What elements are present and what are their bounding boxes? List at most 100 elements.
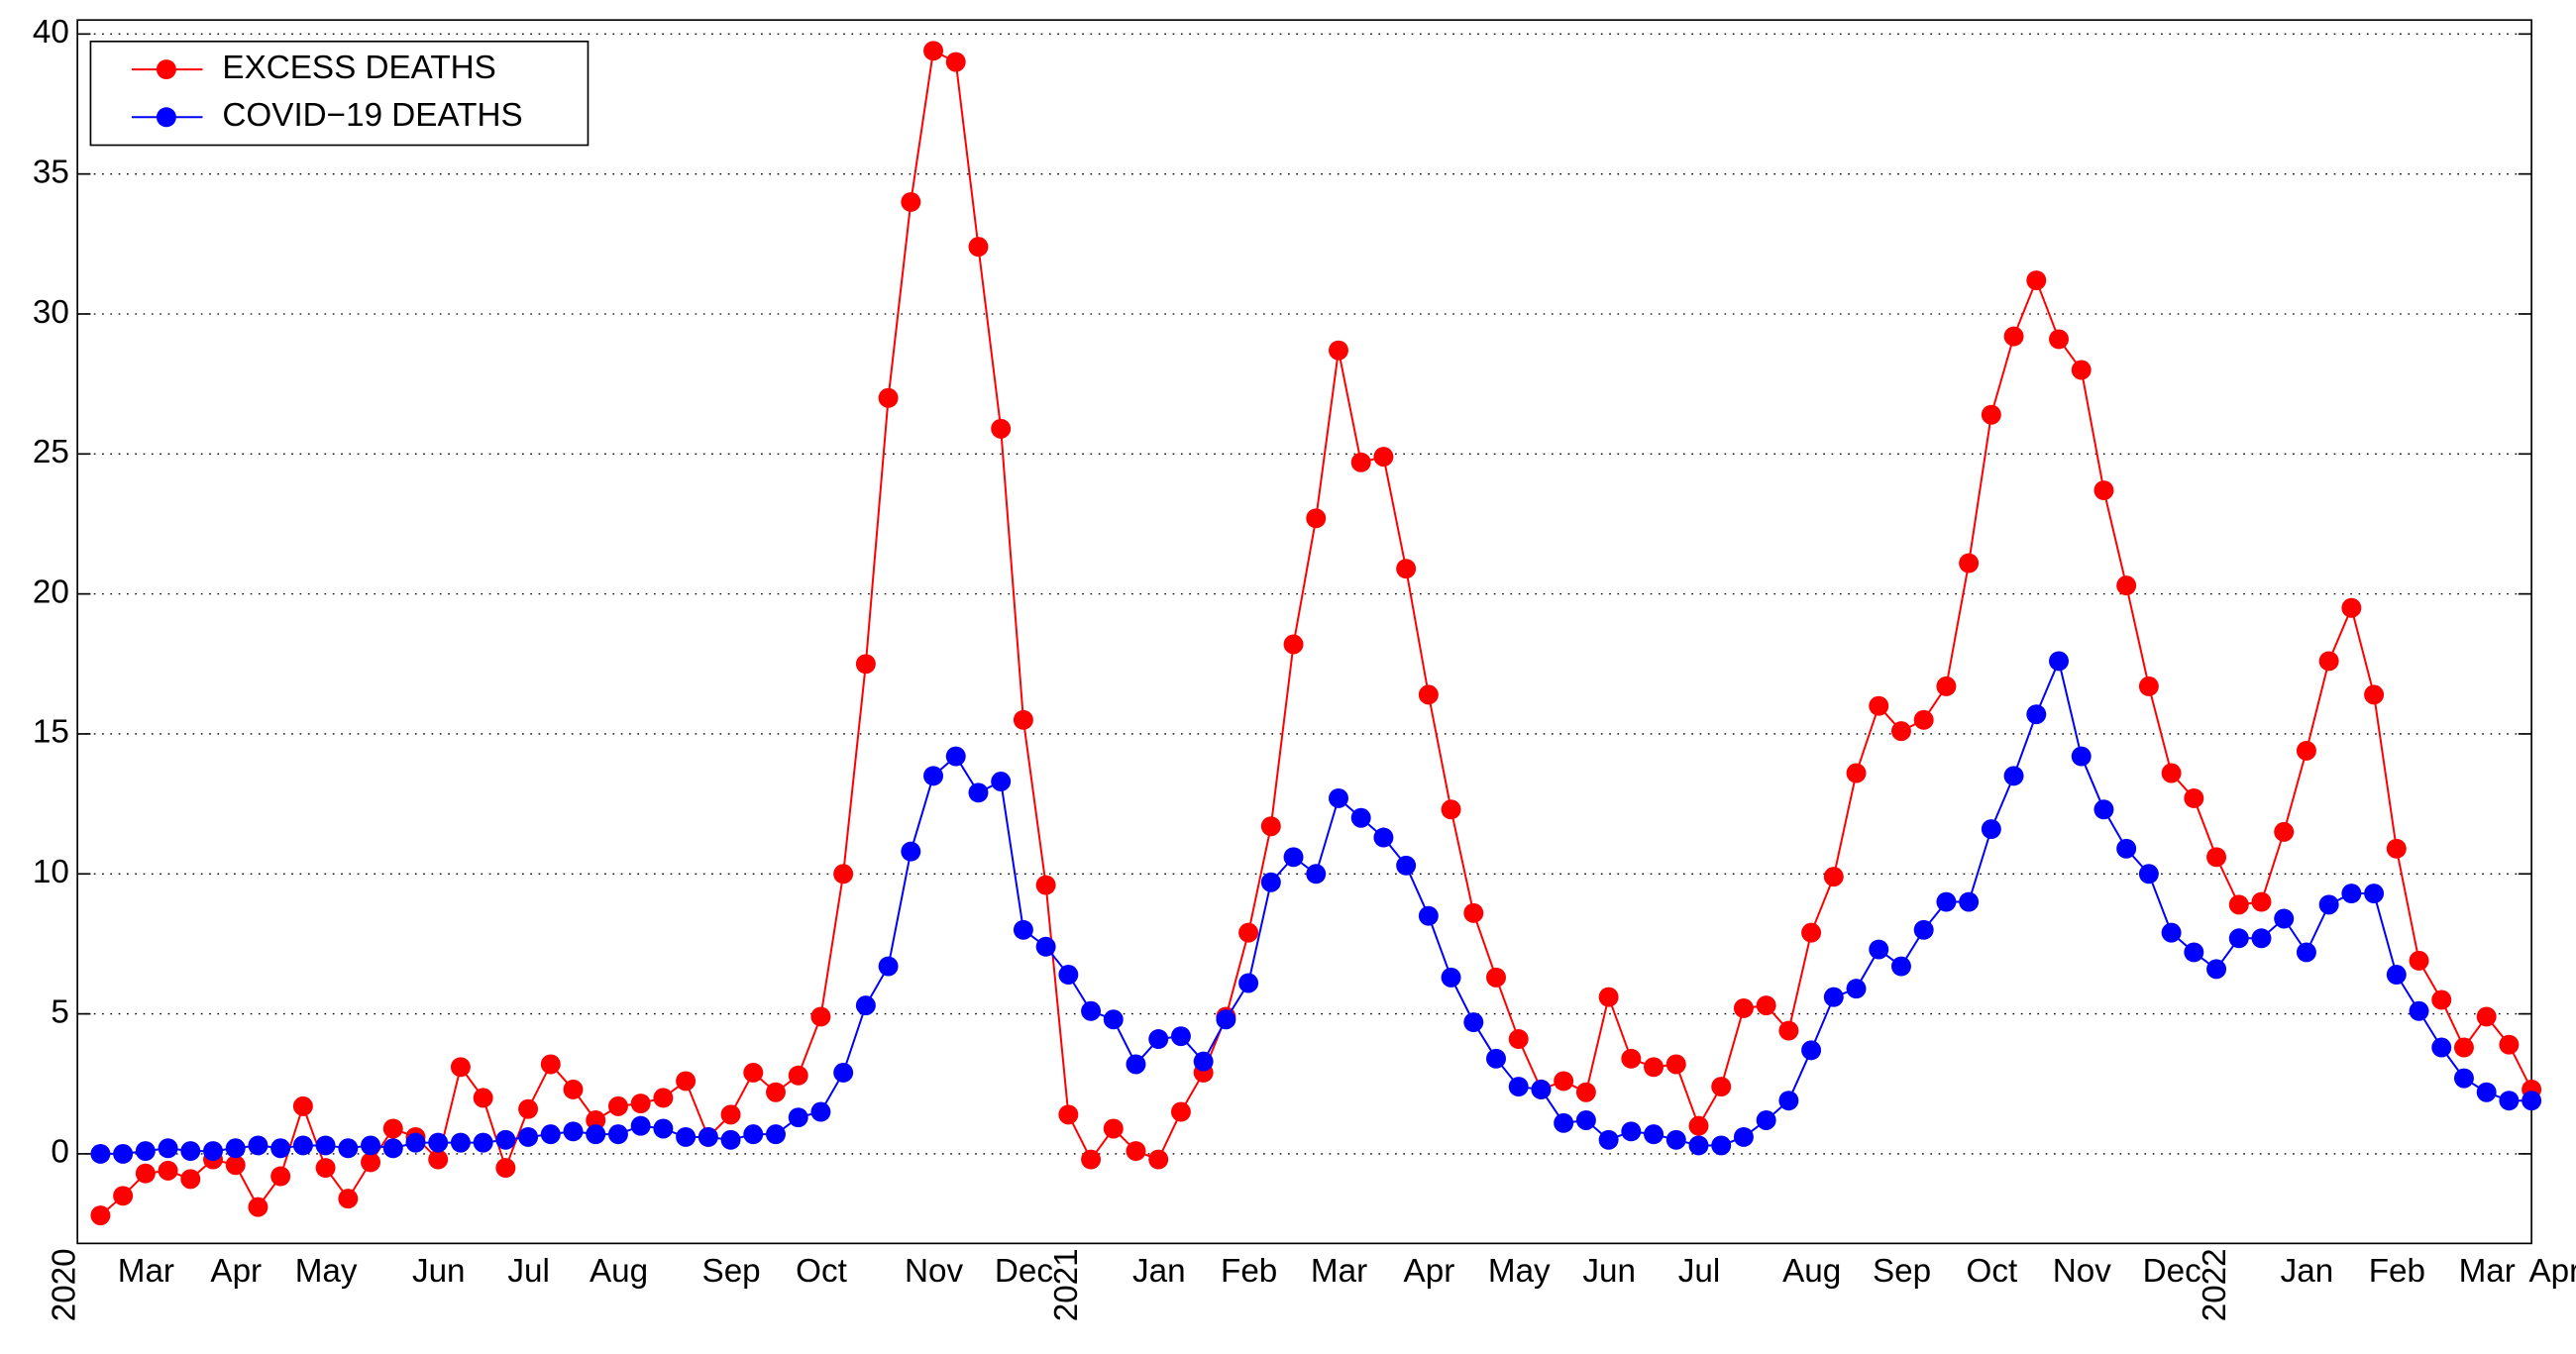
data-point (180, 1141, 201, 1162)
y-tick-label: 20 (33, 573, 69, 610)
data-point (1260, 816, 1281, 837)
data-point (1283, 847, 1304, 868)
data-point (1981, 819, 2001, 840)
data-point (361, 1135, 381, 1156)
x-tick-label: Dec (2143, 1253, 2201, 1290)
legend-marker (156, 59, 176, 80)
data-point (90, 1143, 111, 1164)
data-point (270, 1166, 291, 1187)
data-point (855, 654, 876, 675)
data-point (1913, 919, 1934, 940)
data-point (2116, 575, 2137, 596)
data-point (2386, 965, 2407, 986)
data-point (1733, 1126, 1754, 1147)
data-point (1103, 1009, 1124, 1030)
data-point (1508, 1029, 1529, 1050)
x-tick-label: Aug (590, 1253, 648, 1290)
data-point (1013, 919, 1033, 940)
data-point (382, 1138, 403, 1159)
data-point (1733, 997, 1754, 1018)
data-point (563, 1079, 584, 1099)
data-point (630, 1115, 651, 1136)
year-label: 2020 (46, 1248, 82, 1321)
data-point (1170, 1026, 1191, 1047)
data-point (1013, 709, 1033, 730)
data-point (495, 1158, 516, 1179)
data-point (1665, 1054, 1686, 1075)
data-point (1756, 995, 1776, 1016)
data-point (2093, 480, 2114, 501)
data-point (1711, 1135, 1732, 1156)
data-point (1329, 340, 1348, 361)
data-point (518, 1126, 539, 1147)
x-tick-label: Jul (1678, 1253, 1720, 1290)
x-tick-label: Apr (2529, 1253, 2576, 1290)
data-point (563, 1121, 584, 1142)
data-point (1846, 979, 1867, 999)
data-point (2138, 676, 2159, 696)
data-point (991, 418, 1012, 439)
data-point (248, 1135, 268, 1156)
data-point (1869, 695, 1889, 716)
data-point (2318, 651, 2339, 672)
data-point (1778, 1020, 1799, 1041)
data-point (1554, 1112, 1574, 1133)
data-point (2296, 740, 2316, 761)
x-tick-label: Aug (1782, 1253, 1841, 1290)
data-point (1193, 1051, 1214, 1072)
data-point (2476, 1006, 2497, 1027)
data-point (2364, 884, 2385, 904)
data-point (90, 1205, 111, 1226)
data-point (586, 1124, 606, 1145)
data-point (1959, 553, 1980, 573)
data-point (540, 1124, 561, 1145)
data-point (135, 1141, 156, 1162)
data-point (2499, 1091, 2520, 1111)
data-point (1260, 872, 1281, 892)
data-point (2049, 651, 2069, 672)
data-point (338, 1189, 359, 1209)
data-point (1711, 1077, 1732, 1097)
data-point (1621, 1048, 1642, 1069)
x-tick-label: Mar (2459, 1253, 2516, 1290)
data-point (2274, 908, 2295, 929)
data-point (2341, 884, 2362, 904)
x-tick-label: Nov (2053, 1253, 2111, 1290)
data-point (1035, 936, 1056, 957)
y-tick-label: 25 (33, 434, 69, 470)
data-point (225, 1138, 246, 1159)
data-point (1238, 973, 1259, 993)
data-point (1306, 864, 1327, 885)
x-tick-label: Jun (412, 1253, 466, 1290)
data-point (2499, 1034, 2520, 1055)
data-point (292, 1135, 313, 1156)
data-point (1396, 855, 1417, 876)
data-point (2251, 928, 2272, 949)
data-point (1890, 721, 1911, 742)
data-point (1823, 867, 1844, 887)
y-tick-label: 0 (51, 1134, 68, 1171)
x-tick-label: May (1488, 1253, 1551, 1290)
data-point (540, 1054, 561, 1075)
data-point (2228, 894, 2249, 915)
data-point (901, 191, 921, 212)
data-point (901, 841, 921, 862)
x-tick-label: Sep (1873, 1253, 1931, 1290)
data-point (855, 995, 876, 1016)
data-point (2476, 1082, 2497, 1102)
data-point (1575, 1082, 1596, 1102)
data-point (833, 864, 854, 885)
data-point (743, 1062, 764, 1083)
legend-label: COVID−19 DEATHS (222, 97, 522, 134)
data-point (361, 1152, 381, 1173)
data-point (1644, 1057, 1664, 1078)
x-tick-label: Sep (702, 1253, 761, 1290)
data-point (1058, 1104, 1079, 1125)
data-point (1598, 987, 1619, 1007)
data-point (2206, 959, 2227, 980)
data-point (945, 746, 966, 767)
data-point (1418, 905, 1439, 926)
y-tick-label: 40 (33, 14, 69, 51)
x-tick-label: Apr (210, 1253, 262, 1290)
data-point (2318, 894, 2339, 915)
